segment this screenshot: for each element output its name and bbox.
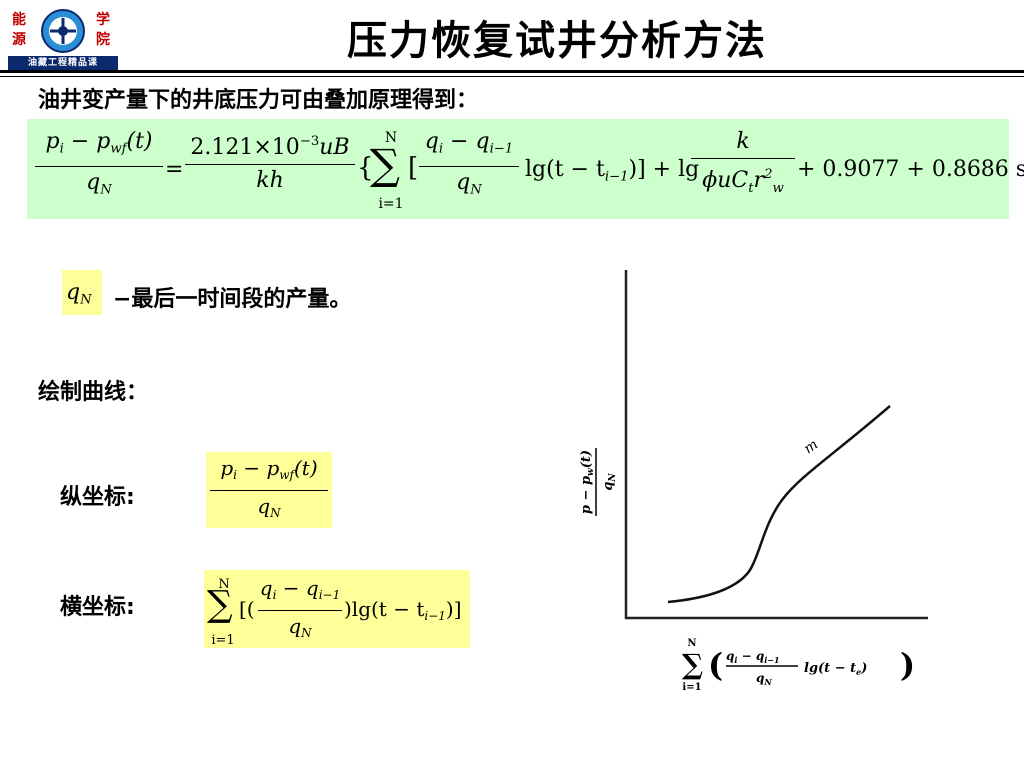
logo: 能 源 学 院 油藏工程精品课: [6, 6, 118, 70]
graph-x-label: N ∑ i=1 ( qi − qi−1 qN lg(t − te) ): [682, 638, 915, 693]
svg-text:N: N: [687, 638, 696, 649]
svg-text:qN: qN: [756, 671, 772, 687]
sum-upper: N: [384, 130, 398, 146]
logo-char: 学: [96, 12, 110, 28]
university-emblem-icon: [41, 9, 85, 53]
logo-char: 能: [12, 12, 26, 28]
svg-text:∑: ∑: [682, 648, 703, 681]
svg-text:p − pw(t): p − pw(t): [579, 450, 596, 514]
svg-text:qN: qN: [601, 473, 618, 491]
qn-description: −最后一时间段的产量。: [113, 287, 352, 312]
x-axis-label: 横坐标:: [60, 595, 135, 620]
plot-axes: [624, 270, 928, 620]
logo-band: 油藏工程精品课: [8, 56, 118, 70]
x-axis-formula: N ∑ i=1 [( qi − qi−1 qN )lg(t − ti−1)]: [204, 570, 470, 648]
diffusivity-fraction: k ϕuCtr2w: [691, 129, 795, 202]
y-axis-formula: pi − pwf(t) qN: [206, 452, 332, 528]
sum-symbol: ∑: [370, 140, 400, 189]
log-term: lg(t − ti−1)] + lg: [525, 157, 700, 185]
intro-text: 油井变产量下的井底压力可由叠加原理得到：: [38, 88, 479, 113]
svg-text:lg(t − te): lg(t − te): [804, 661, 867, 677]
coefficient-fraction: 2.121×10−3uB kh: [185, 129, 355, 194]
draw-curve-label: 绘制曲线：: [38, 380, 149, 405]
pressure-curve-plot: m p − pw(t) qN N ∑ i=1 ( qi − qi−1 qN lg…: [579, 270, 928, 693]
curve-slope-label: m: [801, 437, 821, 458]
svg-text:qi − qi−1: qi − qi−1: [726, 649, 780, 665]
header-divider: [0, 70, 1024, 73]
page-title: 压力恢复试井分析方法: [347, 18, 767, 64]
superposition-formula: pi − pwf(t) qN = 2.121×10−3uB kh { N ∑ i…: [27, 119, 1024, 219]
qn-symbol-box: qN: [62, 270, 102, 315]
svg-text:(: (: [708, 646, 723, 684]
svg-text:): ): [900, 646, 915, 684]
logo-char: 源: [12, 32, 26, 48]
constant-term: + 0.9077 + 0.8686 s}: [797, 157, 1024, 182]
rate-change-fraction: qi − qi−1 qN: [419, 129, 519, 203]
graph-y-label: p − p: [579, 476, 594, 514]
sum-lower: i=1: [378, 196, 404, 212]
header-divider: [0, 76, 1024, 77]
brace-open: {: [357, 153, 374, 183]
equals-sign: =: [165, 157, 184, 182]
pressure-curve: [667, 405, 891, 604]
svg-text:i=1: i=1: [682, 682, 701, 693]
y-axis-label: 纵坐标:: [60, 485, 135, 510]
bracket-open: [: [408, 153, 419, 183]
logo-char: 院: [96, 32, 110, 48]
lhs-fraction: pi − pwf(t) qN: [35, 129, 163, 203]
qn-symbol: q: [66, 280, 81, 305]
